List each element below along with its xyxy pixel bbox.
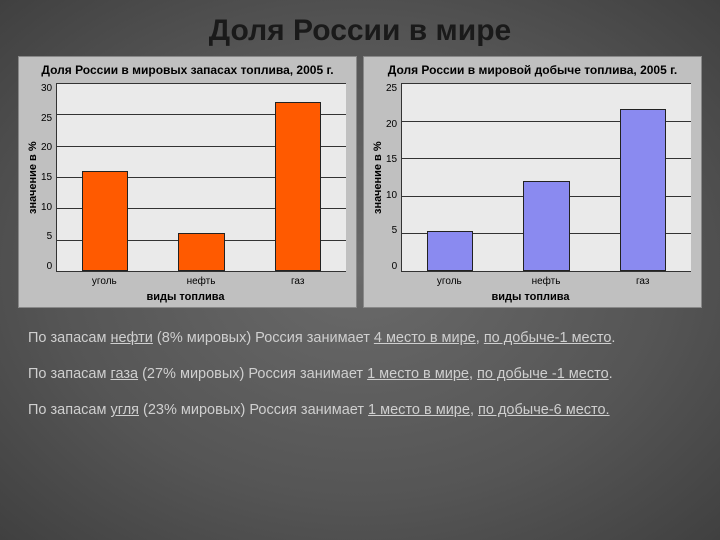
chart-reserves-title: Доля России в мировых запасах топлива, 2… xyxy=(19,57,356,81)
chart-production-xaxis: угольнефтьгаз xyxy=(401,272,691,287)
xtick: нефть xyxy=(153,276,250,287)
caption-line: По запасам газа (27% мировых) Россия зан… xyxy=(28,366,692,382)
chart-production: Доля России в мировой добыче топлива, 20… xyxy=(363,56,702,308)
chart-production-ylabel: значение в % xyxy=(370,83,386,272)
xtick: уголь xyxy=(401,276,498,287)
xtick: газ xyxy=(594,276,691,287)
chart-reserves-plot xyxy=(56,83,346,272)
ytick: 0 xyxy=(392,261,398,272)
bar xyxy=(178,233,224,271)
bar xyxy=(275,102,321,271)
ytick: 25 xyxy=(41,113,52,124)
ytick: 5 xyxy=(392,225,398,236)
chart-production-plot xyxy=(401,83,691,272)
ytick: 10 xyxy=(41,202,52,213)
bar xyxy=(427,231,473,271)
gridline xyxy=(57,83,346,84)
chart-reserves-xaxis: угольнефтьгаз xyxy=(56,272,346,287)
ytick: 15 xyxy=(41,172,52,183)
captions-block: По запасам нефти (8% мировых) Россия зан… xyxy=(0,308,720,418)
chart-reserves: Доля России в мировых запасах топлива, 2… xyxy=(18,56,357,308)
caption-line: По запасам нефти (8% мировых) Россия зан… xyxy=(28,330,692,346)
xtick: уголь xyxy=(56,276,153,287)
ytick: 0 xyxy=(47,261,53,272)
chart-production-yaxis: 25 20 15 10 5 0 xyxy=(386,83,401,272)
chart-production-title: Доля России в мировой добыче топлива, 20… xyxy=(364,57,701,81)
chart-reserves-ylabel: значение в % xyxy=(25,83,41,272)
ytick: 10 xyxy=(386,190,397,201)
ytick: 15 xyxy=(386,154,397,165)
ytick: 5 xyxy=(47,231,53,242)
bar xyxy=(82,171,128,271)
chart-production-xlabel: виды топлива xyxy=(370,287,691,303)
bar xyxy=(523,181,569,271)
bar xyxy=(620,109,666,271)
page-title: Доля России в мире xyxy=(0,0,720,56)
charts-row: Доля России в мировых запасах топлива, 2… xyxy=(0,56,720,308)
chart-reserves-yaxis: 30 25 20 15 10 5 0 xyxy=(41,83,56,272)
xtick: нефть xyxy=(498,276,595,287)
xtick: газ xyxy=(249,276,346,287)
ytick: 25 xyxy=(386,83,397,94)
ytick: 20 xyxy=(41,142,52,153)
chart-reserves-xlabel: виды топлива xyxy=(25,287,346,303)
ytick: 20 xyxy=(386,119,397,130)
gridline xyxy=(402,83,691,84)
ytick: 30 xyxy=(41,83,52,94)
caption-line: По запасам угля (23% мировых) Россия зан… xyxy=(28,402,692,418)
